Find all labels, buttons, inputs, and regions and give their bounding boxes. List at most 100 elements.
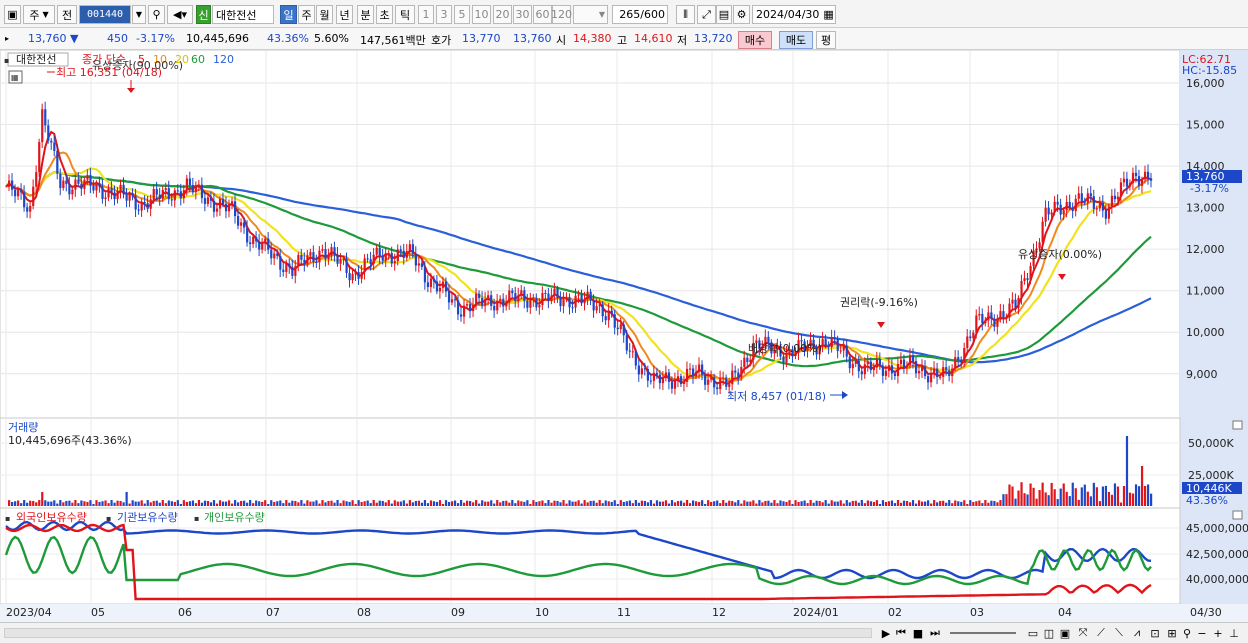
- volume-bar: [1065, 491, 1068, 506]
- tool-icon-2[interactable]: ◫: [1043, 626, 1055, 640]
- volume-bar: [664, 500, 668, 506]
- legend-institution[interactable]: 기관보유수량: [117, 511, 178, 524]
- volume-bar: [908, 502, 912, 506]
- candle-body: [541, 292, 544, 306]
- legend-ma60[interactable]: 60: [191, 53, 205, 66]
- minute-3[interactable]: 3: [436, 5, 452, 24]
- volume-panel-close-icon[interactable]: [1232, 420, 1243, 430]
- legend-foreign[interactable]: 외국인보유수량: [16, 511, 87, 524]
- volume-bar: [770, 502, 773, 506]
- candle-type-icon[interactable]: ⫴: [676, 5, 695, 24]
- calendar-icon[interactable]: ▦: [823, 8, 834, 21]
- minute-20[interactable]: 20: [493, 5, 512, 24]
- mode-value: 주: [29, 8, 40, 22]
- holding-panel-close-icon[interactable]: [1232, 510, 1243, 520]
- volume-bar: [996, 502, 999, 506]
- holding-tick-label: 40,000,000: [1186, 573, 1248, 586]
- tool-icon-8[interactable]: ⊡: [1150, 626, 1160, 640]
- volume-bar: [249, 500, 252, 506]
- period-week[interactable]: 주: [298, 5, 315, 24]
- info-toggle-icon[interactable]: ▸: [4, 33, 9, 43]
- buy-button[interactable]: 매수: [738, 31, 772, 49]
- volume-bar: [737, 500, 740, 506]
- flat-button[interactable]: 평: [816, 31, 836, 49]
- volume-bar: [1146, 484, 1150, 506]
- volume-bar: [1128, 492, 1132, 506]
- period-minute[interactable]: 분: [357, 5, 374, 24]
- stock-code-input[interactable]: 001440: [79, 5, 131, 24]
- code-dropdown-icon[interactable]: ▼: [132, 5, 146, 24]
- type-button[interactable]: 전: [57, 5, 77, 24]
- volume-bar: [71, 502, 74, 506]
- candle-body: [408, 244, 411, 252]
- scroll-right-icon[interactable]: ▶: [881, 626, 891, 640]
- tool-icon-7[interactable]: ⩘: [1133, 626, 1141, 639]
- price-change: 450: [107, 32, 128, 45]
- magnifier-icon[interactable]: ⚲: [1182, 626, 1192, 640]
- holding-collapse-icon[interactable]: ▪: [5, 514, 10, 523]
- search-icon[interactable]: ⚲: [148, 5, 165, 24]
- count-field[interactable]: 265/600: [612, 5, 668, 24]
- tool-icon-6[interactable]: ⟍: [1115, 626, 1123, 639]
- period-tick[interactable]: 틱: [395, 5, 415, 24]
- draw-tool-icon[interactable]: ⤢: [697, 5, 716, 24]
- volume-bar: [878, 503, 882, 506]
- candle-body: [237, 216, 240, 226]
- minute-5[interactable]: 5: [454, 5, 470, 24]
- current-volume-rate: 43.36%: [1186, 494, 1228, 507]
- scroll-start-icon[interactable]: ⏮: [896, 626, 906, 639]
- period-year[interactable]: 년: [336, 5, 353, 24]
- period-second[interactable]: 초: [376, 5, 393, 24]
- minute-120[interactable]: 120: [551, 5, 572, 24]
- candle-body: [520, 290, 523, 296]
- volume-bar: [1116, 486, 1120, 506]
- period-day[interactable]: 일: [280, 5, 297, 24]
- tool-icon-1[interactable]: ▭: [1027, 626, 1039, 640]
- gear-icon[interactable]: ⚙: [733, 5, 750, 24]
- tool-icon-4[interactable]: ⤧: [1078, 626, 1088, 639]
- date-field[interactable]: 2024/04/30 ▦: [752, 5, 836, 24]
- table-icon[interactable]: [8, 70, 23, 84]
- zoom-slider[interactable]: [950, 632, 1016, 634]
- candle-body: [896, 364, 900, 376]
- volume-bar: [740, 503, 743, 506]
- stock-name-field[interactable]: 대한전선: [212, 5, 274, 24]
- candle-body: [1023, 278, 1026, 281]
- legend-ma120[interactable]: 120: [213, 53, 234, 66]
- minute-60[interactable]: 60: [533, 5, 552, 24]
- chart-window-icon[interactable]: ▣: [4, 5, 21, 24]
- speaker-icon[interactable]: ◀▾: [167, 5, 193, 24]
- tool-icon-3[interactable]: ▣: [1059, 626, 1071, 640]
- candle-body: [589, 291, 592, 301]
- period-month[interactable]: 월: [316, 5, 333, 24]
- candle-body: [209, 197, 213, 201]
- zoom-out-icon[interactable]: −: [1197, 626, 1207, 640]
- stop-icon[interactable]: ■: [912, 626, 924, 640]
- volume-bar: [890, 500, 894, 506]
- minute-1[interactable]: 1: [418, 5, 434, 24]
- scroll-end-icon[interactable]: ⏭: [930, 626, 940, 639]
- legend-ma20[interactable]: 20: [175, 53, 189, 66]
- chart-area[interactable]: ▪ 대한전선 종가 단순 5 10 20 60 120 유상증자(90.00%)…: [0, 50, 1248, 622]
- legend-ma5[interactable]: 5: [138, 53, 145, 66]
- panel-collapse-icon[interactable]: ▪: [4, 56, 9, 65]
- candle-body: [794, 352, 797, 356]
- candle-body: [140, 201, 143, 211]
- horizontal-scrollbar[interactable]: [4, 628, 872, 638]
- candle-body: [86, 175, 89, 180]
- tool-icon-9[interactable]: ⊞: [1167, 626, 1177, 640]
- candle-body: [466, 304, 469, 306]
- zoom-in-icon[interactable]: +: [1213, 626, 1223, 640]
- quote-label: 호가: [431, 34, 452, 47]
- interval-select[interactable]: ▼: [573, 5, 608, 24]
- save-icon[interactable]: ▤: [716, 5, 732, 24]
- sell-button[interactable]: 매도: [779, 31, 813, 49]
- tool-icon-5[interactable]: ⟋: [1097, 626, 1105, 639]
- legend-ma10[interactable]: 10: [153, 53, 167, 66]
- high-note: 최고 16,351 (04/18): [56, 66, 162, 79]
- fit-icon[interactable]: ⊥: [1229, 626, 1239, 640]
- minute-30[interactable]: 30: [513, 5, 532, 24]
- mode-select[interactable]: 주 ▼: [23, 5, 55, 24]
- legend-individual[interactable]: 개인보유수량: [204, 511, 265, 524]
- minute-10[interactable]: 10: [472, 5, 491, 24]
